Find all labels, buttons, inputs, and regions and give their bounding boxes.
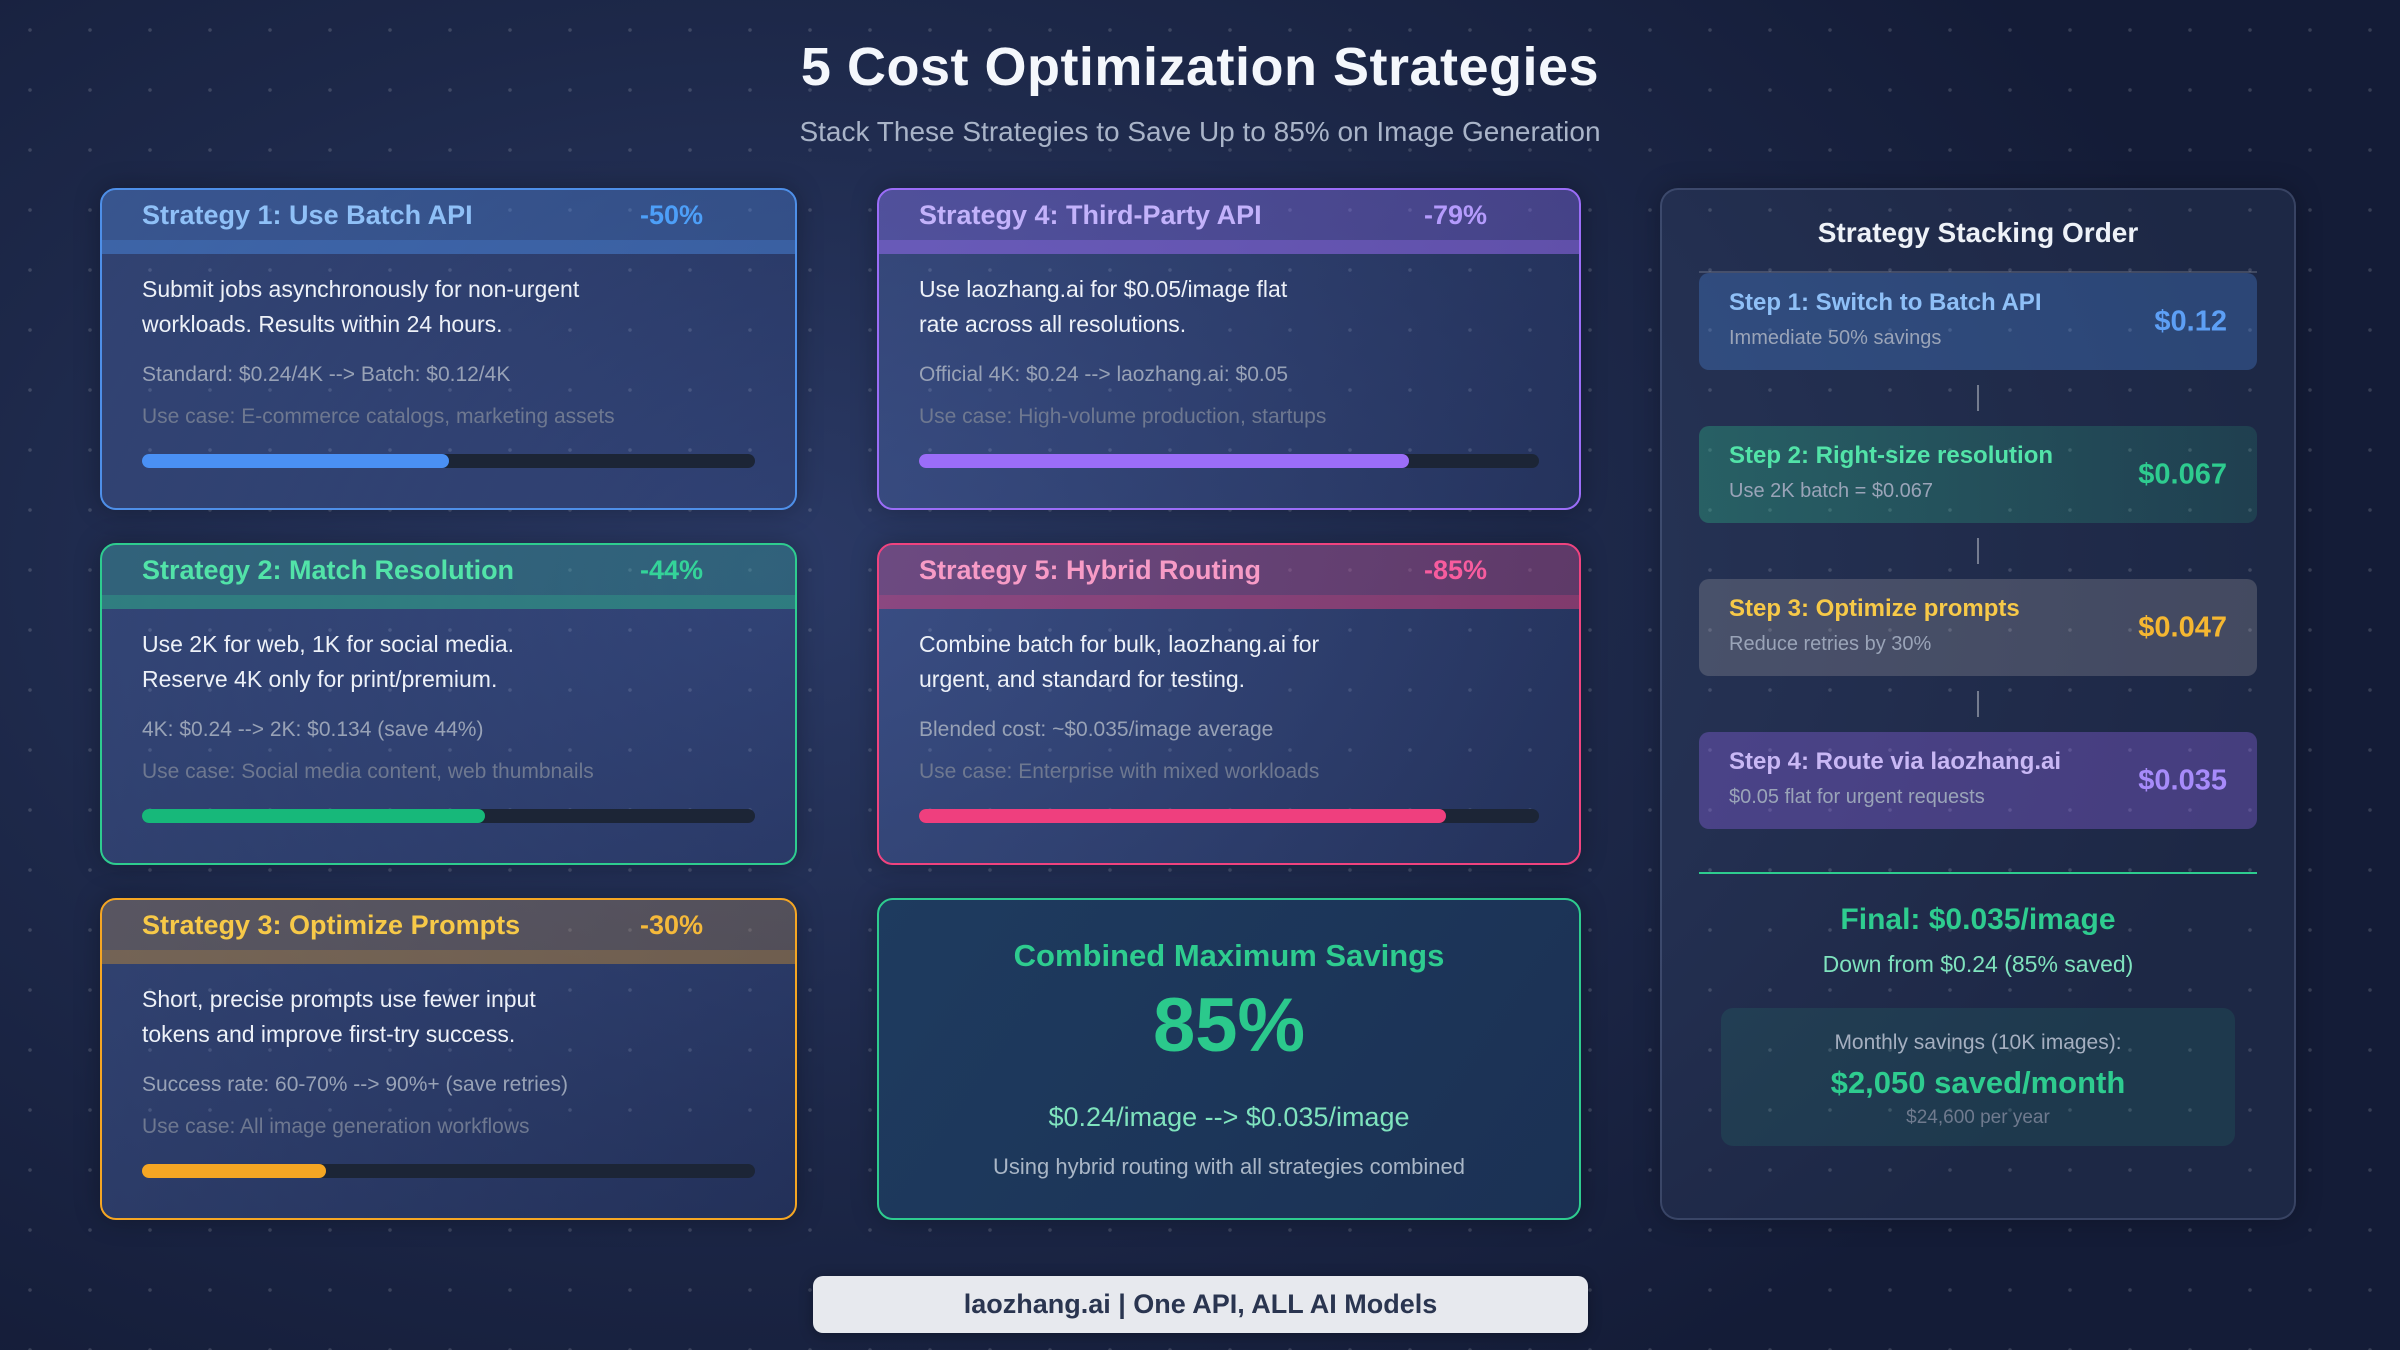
progress-fill (919, 809, 1446, 823)
progress-fill (142, 454, 449, 468)
page-subtitle: Stack These Strategies to Save Up to 85%… (799, 116, 1601, 147)
card-body: Combine batch for bulk, laozhang.ai for u… (879, 609, 1579, 784)
step-card-4: Step 4: Route via laozhang.ai $0.05 flat… (1699, 732, 2257, 829)
monthly-sub: $24,600 per year (1906, 1107, 2050, 1128)
card-body: Use laozhang.ai for $0.05/image flat rate… (879, 254, 1579, 429)
monthly-value: $2,050 saved/month (1830, 1065, 2126, 1100)
card-title: Strategy 4: Third-Party API (919, 199, 1262, 230)
card-description: Use 2K for web, 1K for social media. Rese… (142, 631, 514, 692)
step-subtitle: Immediate 50% savings (1729, 327, 1942, 349)
step-subtitle: Use 2K batch = $0.067 (1729, 480, 1934, 502)
card-header: Strategy 4: Third-Party API -79% (879, 190, 1579, 240)
strategy-card-4: Strategy 4: Third-Party API -79% Use lao… (877, 188, 1581, 510)
strategy-card-5: Strategy 5: Hybrid Routing -85% Combine … (877, 543, 1581, 865)
progress-fill (919, 454, 1409, 468)
final-price: Final: $0.035/image (1840, 903, 2116, 936)
step-price: $0.067 (2138, 458, 2227, 490)
step-card-2: Step 2: Right-size resolution Use 2K bat… (1699, 426, 2257, 523)
step-card-3: Step 3: Optimize prompts Reduce retries … (1699, 579, 2257, 676)
combined-title: Combined Maximum Savings (1013, 938, 1445, 973)
panel-divider (1699, 271, 2257, 273)
progress-track (142, 809, 755, 823)
progress-track (142, 1164, 755, 1178)
step-connector (1977, 691, 1979, 717)
page-header: 5 Cost Optimization Strategies Stack The… (0, 36, 2400, 148)
step-title: Step 4: Route via laozhang.ai (1729, 748, 2062, 775)
card-savings-badge: -79% (1423, 199, 1487, 230)
step-title: Step 1: Switch to Batch API (1729, 289, 2042, 316)
step-card-1: Step 1: Switch to Batch API Immediate 50… (1699, 273, 2257, 370)
progress-track (919, 809, 1539, 823)
footer-badge: laozhang.ai | One API, ALL AI Models (813, 1276, 1588, 1333)
card-description: Submit jobs asynchronously for non-urgen… (142, 276, 580, 337)
strategy-column-right: Strategy 4: Third-Party API -79% Use lao… (877, 188, 1581, 1220)
card-savings-badge: -50% (639, 199, 703, 230)
card-detail: 4K: $0.24 --> 2K: $0.134 (save 44%) (142, 718, 484, 741)
card-accent-strip (879, 240, 1579, 254)
monthly-label: Monthly savings (10K images): (1834, 1031, 2122, 1054)
stacking-order-panel: Strategy Stacking Order Step 1: Switch t… (1660, 188, 2296, 1220)
card-description: Use laozhang.ai for $0.05/image flat rate… (919, 276, 1288, 337)
card-accent-strip (102, 240, 795, 254)
card-savings-badge: -85% (1423, 554, 1487, 585)
final-note: Down from $0.24 (85% saved) (1822, 951, 2134, 977)
strategy-card-3: Strategy 3: Optimize Prompts -30% Short,… (100, 898, 797, 1220)
card-header: Strategy 3: Optimize Prompts -30% (102, 900, 795, 950)
card-title: Strategy 2: Match Resolution (142, 554, 515, 585)
card-accent-strip (102, 950, 795, 964)
card-detail: Success rate: 60-70% --> 90%+ (save retr… (142, 1073, 569, 1096)
card-accent-strip (879, 595, 1579, 609)
step-subtitle: $0.05 flat for urgent requests (1729, 786, 1985, 808)
combined-value: 85% (1152, 983, 1306, 1068)
progress-track (919, 454, 1539, 468)
combined-transition: $0.24/image --> $0.035/image (1048, 1102, 1410, 1132)
strategy-card-2: Strategy 2: Match Resolution -44% Use 2K… (100, 543, 797, 865)
card-accent-strip (102, 595, 795, 609)
combined-note: Using hybrid routing with all strategies… (992, 1154, 1465, 1179)
card-use-case: Use case: All image generation workflows (142, 1115, 530, 1138)
step-subtitle: Reduce retries by 30% (1729, 633, 1932, 655)
step-price: $0.047 (2138, 611, 2227, 643)
card-title: Strategy 3: Optimize Prompts (142, 909, 521, 940)
step-title: Step 2: Right-size resolution (1729, 442, 2054, 469)
card-use-case: Use case: Enterprise with mixed workload… (919, 760, 1320, 783)
card-savings-badge: -44% (639, 554, 703, 585)
card-description: Short, precise prompts use fewer input to… (142, 986, 536, 1047)
progress-track (142, 454, 755, 468)
card-header: Strategy 5: Hybrid Routing -85% (879, 545, 1579, 595)
card-savings-badge: -30% (639, 909, 703, 940)
card-detail: Standard: $0.24/4K --> Batch: $0.12/4K (142, 363, 511, 386)
step-price: $0.035 (2138, 764, 2227, 796)
card-use-case: Use case: E-commerce catalogs, marketing… (142, 405, 615, 428)
panel-title: Strategy Stacking Order (1817, 217, 2139, 248)
step-title: Step 3: Optimize prompts (1729, 595, 2020, 622)
monthly-savings-box: Monthly savings (10K images): $2,050 sav… (1721, 1008, 2235, 1146)
card-use-case: Use case: High-volume production, startu… (919, 405, 1327, 428)
strategy-card-1: Strategy 1: Use Batch API -50% Submit jo… (100, 188, 797, 510)
final-divider (1699, 872, 2257, 874)
progress-fill (142, 1164, 326, 1178)
step-price: $0.12 (2154, 305, 2227, 337)
step-connector (1977, 385, 1979, 411)
strategy-column-left: Strategy 1: Use Batch API -50% Submit jo… (100, 188, 797, 1253)
combined-savings-card: Combined Maximum Savings 85% $0.24/image… (877, 898, 1581, 1220)
card-description: Combine batch for bulk, laozhang.ai for u… (919, 631, 1320, 692)
card-title: Strategy 1: Use Batch API (142, 199, 473, 230)
card-body: Submit jobs asynchronously for non-urgen… (102, 254, 795, 429)
progress-fill (142, 809, 486, 823)
card-detail: Blended cost: ~$0.035/image average (919, 718, 1274, 741)
page-title: 5 Cost Optimization Strategies (800, 37, 1600, 97)
card-body: Short, precise prompts use fewer input to… (102, 964, 795, 1139)
card-header: Strategy 2: Match Resolution -44% (102, 545, 795, 595)
card-use-case: Use case: Social media content, web thum… (142, 760, 594, 783)
card-detail: Official 4K: $0.24 --> laozhang.ai: $0.0… (919, 363, 1289, 386)
card-title: Strategy 5: Hybrid Routing (919, 554, 1262, 585)
card-body: Use 2K for web, 1K for social media. Rese… (102, 609, 795, 784)
card-header: Strategy 1: Use Batch API -50% (102, 190, 795, 240)
step-connector (1977, 538, 1979, 564)
